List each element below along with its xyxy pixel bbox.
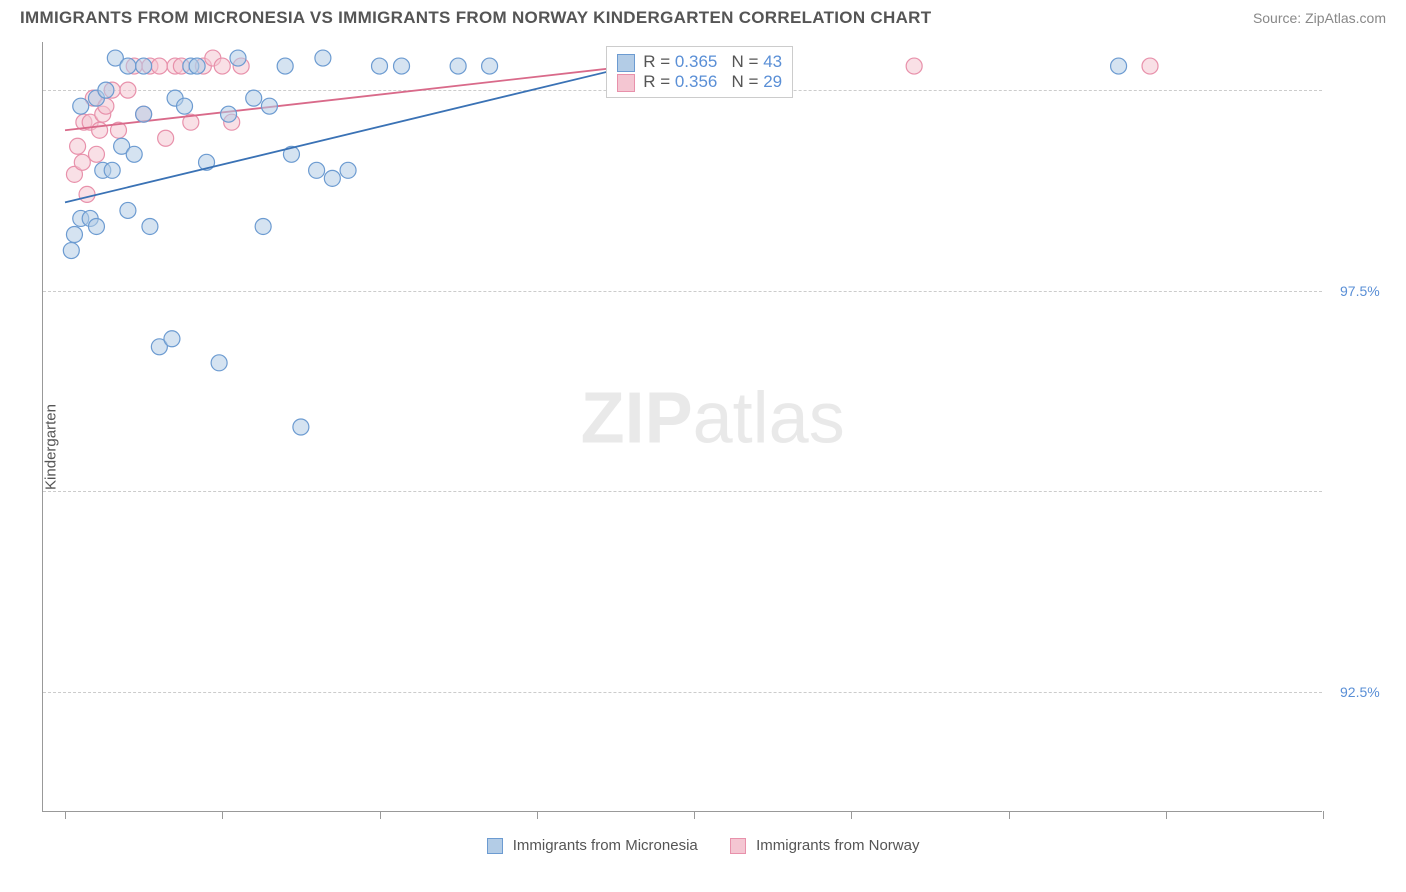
data-point xyxy=(151,58,167,74)
data-point xyxy=(214,58,230,74)
x-tick xyxy=(1323,811,1324,819)
data-point xyxy=(189,58,205,74)
rn-r-label: R = xyxy=(643,72,675,91)
data-point xyxy=(120,58,136,74)
x-tick xyxy=(694,811,695,819)
x-tick xyxy=(380,811,381,819)
data-point xyxy=(70,138,86,154)
rn-n-label: N = xyxy=(717,72,763,91)
data-point xyxy=(63,243,79,259)
data-point xyxy=(293,419,309,435)
data-point xyxy=(261,98,277,114)
legend-label-micronesia: Immigrants from Micronesia xyxy=(513,837,698,854)
data-point xyxy=(88,218,104,234)
data-point xyxy=(164,331,180,347)
rn-swatch xyxy=(617,54,635,72)
data-point xyxy=(324,170,340,186)
legend-swatch-micronesia xyxy=(487,838,503,854)
data-point xyxy=(230,50,246,66)
x-tick xyxy=(65,811,66,819)
data-point xyxy=(92,122,108,138)
x-tick xyxy=(851,811,852,819)
data-point xyxy=(482,58,498,74)
data-point xyxy=(211,355,227,371)
data-point xyxy=(255,218,271,234)
data-point xyxy=(177,98,193,114)
correlation-legend: R = 0.365 N = 43 R = 0.356 N = 29 xyxy=(606,46,793,98)
rn-n-value: 43 xyxy=(763,52,782,71)
rn-swatch xyxy=(617,74,635,92)
data-point xyxy=(246,90,262,106)
x-tick xyxy=(537,811,538,819)
legend-swatch-norway xyxy=(730,838,746,854)
data-point xyxy=(136,58,152,74)
x-tick xyxy=(1009,811,1010,819)
data-point xyxy=(126,146,142,162)
y-tick-label: 92.5% xyxy=(1340,684,1380,700)
data-point xyxy=(221,106,237,122)
data-point xyxy=(315,50,331,66)
data-point xyxy=(450,58,466,74)
data-point xyxy=(136,106,152,122)
rn-r-label: R = xyxy=(643,52,675,71)
data-point xyxy=(277,58,293,74)
data-point xyxy=(74,154,90,170)
source-label: Source: ZipAtlas.com xyxy=(1253,10,1386,26)
data-point xyxy=(120,202,136,218)
data-point xyxy=(98,82,114,98)
data-point xyxy=(372,58,388,74)
data-point xyxy=(158,130,174,146)
rn-r-value: 0.365 xyxy=(675,52,718,71)
legend-label-norway: Immigrants from Norway xyxy=(756,837,919,854)
data-point xyxy=(1111,58,1127,74)
plot-area: ZIPatlas R = 0.365 N = 43 R = 0.356 N = 29 xyxy=(42,42,1322,812)
data-point xyxy=(309,162,325,178)
data-point xyxy=(73,98,89,114)
trend-line xyxy=(65,66,631,130)
chart-wrapper: Kindergarten ZIPatlasR = 0.365 N = 43R =… xyxy=(0,32,1406,862)
data-point xyxy=(120,82,136,98)
bottom-legend: Immigrants from Micronesia Immigrants fr… xyxy=(0,837,1406,854)
rn-n-value: 29 xyxy=(763,72,782,91)
data-point xyxy=(79,186,95,202)
data-point xyxy=(142,218,158,234)
data-point xyxy=(394,58,410,74)
chart-title: IMMIGRANTS FROM MICRONESIA VS IMMIGRANTS… xyxy=(20,8,931,28)
data-point xyxy=(906,58,922,74)
data-point xyxy=(340,162,356,178)
trend-line xyxy=(65,66,631,202)
data-point xyxy=(88,146,104,162)
x-tick xyxy=(222,811,223,819)
rn-n-label: N = xyxy=(717,52,763,71)
x-tick xyxy=(1166,811,1167,819)
rn-r-value: 0.356 xyxy=(675,72,718,91)
data-point xyxy=(66,227,82,243)
y-tick-label: 97.5% xyxy=(1340,283,1380,299)
watermark: ZIPatlas xyxy=(581,378,845,458)
data-point xyxy=(1142,58,1158,74)
data-point xyxy=(104,162,120,178)
